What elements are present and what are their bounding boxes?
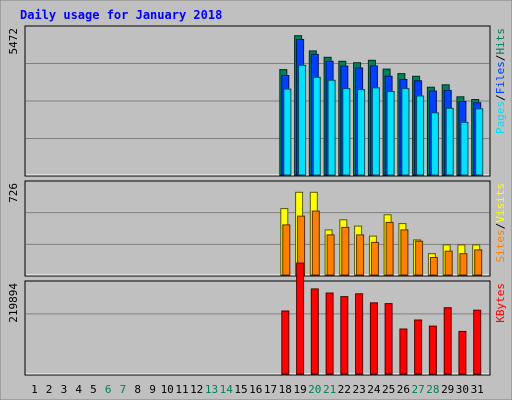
x-tick-label-day-25: 25 <box>382 383 395 396</box>
x-tick-label-day-23: 23 <box>352 383 365 396</box>
x-tick-label-day-12: 12 <box>190 383 203 396</box>
bar-kbytes-day-18 <box>281 310 290 375</box>
bar-sites-day-30 <box>459 253 468 276</box>
legend-separator: / <box>494 55 507 62</box>
x-tick-label-day-31: 31 <box>471 383 484 396</box>
bar-pages-day-31 <box>475 108 484 176</box>
x-tick-label-day-28: 28 <box>426 383 439 396</box>
x-tick-label-day-20: 20 <box>308 383 321 396</box>
chart-title: Daily usage for January 2018 <box>20 8 222 22</box>
legend-visits: Visits <box>494 183 507 223</box>
bar-kbytes-day-21 <box>325 292 334 375</box>
legend-kbytes: KBytes <box>494 283 507 323</box>
x-tick-label-day-1: 1 <box>31 383 38 396</box>
x-tick-label-day-4: 4 <box>75 383 82 396</box>
bar-sites-day-28 <box>429 257 438 276</box>
legend-sites: Sites <box>494 229 507 262</box>
bar-kbytes-day-24 <box>369 302 378 375</box>
legend: Sites/Visits <box>494 183 507 263</box>
bar-sites-day-21 <box>326 234 335 276</box>
x-tick-label-day-26: 26 <box>397 383 410 396</box>
bar-sites-day-24 <box>370 241 379 276</box>
x-tick-label-day-13: 13 <box>205 383 218 396</box>
bar-kbytes-day-23 <box>355 293 364 375</box>
legend-pages: Pages <box>494 101 507 134</box>
bar-sites-day-26 <box>400 229 409 276</box>
x-tick-label-day-24: 24 <box>367 383 381 396</box>
bar-pages-day-23 <box>357 89 366 176</box>
bar-kbytes-day-26 <box>399 328 408 375</box>
legend-separator: / <box>494 94 507 101</box>
bar-kbytes-day-27 <box>414 319 423 375</box>
bar-pages-day-30 <box>460 121 469 176</box>
x-tick-label-day-8: 8 <box>134 383 141 396</box>
x-tick-label-day-15: 15 <box>234 383 247 396</box>
panel-frame <box>24 280 491 376</box>
bar-pages-day-24 <box>371 87 380 176</box>
bar-pages-day-27 <box>416 95 425 176</box>
bar-sites-day-23 <box>356 234 365 276</box>
panel-frame <box>24 180 491 277</box>
x-tick-label-day-21: 21 <box>323 383 336 396</box>
x-tick-label-day-14: 14 <box>220 383 234 396</box>
y-max-label: 5472 <box>7 28 20 55</box>
panel-visits-sites: 726 Sites/Visits <box>7 180 507 277</box>
x-tick-label-day-22: 22 <box>338 383 351 396</box>
y-max-label: 219894 <box>7 283 20 323</box>
bar-pages-day-25 <box>386 91 395 176</box>
x-tick-label-day-2: 2 <box>46 383 53 396</box>
bar-pages-day-26 <box>401 88 410 176</box>
bar-kbytes-day-25 <box>384 303 393 375</box>
x-tick-label-day-9: 9 <box>149 383 156 396</box>
bar-sites-day-29 <box>444 250 453 276</box>
bar-pages-day-18 <box>283 88 292 176</box>
x-tick-label-day-29: 29 <box>441 383 454 396</box>
y-max-label: 726 <box>7 183 20 203</box>
x-tick-label-day-11: 11 <box>175 383 188 396</box>
bar-sites-day-27 <box>415 240 424 276</box>
x-axis-day-labels: 1 2 3 4 5 6 7 8 9 10 11 12 13 14 15 16 17 18 19 20 21 22 23 24 2… <box>31 383 484 396</box>
bar-sites-day-20 <box>311 210 320 276</box>
bar-kbytes-day-29 <box>443 307 452 375</box>
x-tick-label-day-10: 10 <box>161 383 174 396</box>
legend: KBytes <box>494 283 507 323</box>
bar-pages-day-19 <box>298 64 307 176</box>
bar-kbytes-day-22 <box>340 296 349 375</box>
bar-kbytes-day-28 <box>428 325 437 375</box>
legend-separator: / <box>494 223 507 230</box>
x-tick-label-day-3: 3 <box>61 383 68 396</box>
bar-pages-day-29 <box>445 107 454 176</box>
bar-kbytes-day-20 <box>310 288 319 375</box>
x-tick-label-day-19: 19 <box>293 383 306 396</box>
x-tick-label-day-30: 30 <box>456 383 469 396</box>
legend: Pages/Files/Hits <box>494 28 507 134</box>
legend-hits: Hits <box>494 28 507 55</box>
x-tick-label-day-6: 6 <box>105 383 112 396</box>
x-tick-label-day-5: 5 <box>90 383 97 396</box>
bar-pages-day-20 <box>312 76 321 176</box>
legend-files: Files <box>494 61 507 94</box>
bar-pages-day-28 <box>430 112 439 176</box>
x-tick-label-day-7: 7 <box>120 383 127 396</box>
bar-pages-day-21 <box>327 79 336 176</box>
bar-kbytes-day-19 <box>296 262 305 375</box>
bar-kbytes-day-31 <box>473 309 482 375</box>
x-tick-label-day-18: 18 <box>279 383 292 396</box>
bar-pages-day-22 <box>342 88 351 176</box>
bar-sites-day-18 <box>282 224 291 276</box>
x-tick-label-day-16: 16 <box>249 383 262 396</box>
x-tick-label-day-27: 27 <box>411 383 424 396</box>
bar-kbytes-day-30 <box>458 330 467 375</box>
panel-kbytes: 219894 KBytes <box>7 262 507 376</box>
bar-sites-day-31 <box>474 249 483 276</box>
bar-sites-day-22 <box>341 226 350 276</box>
x-tick-label-day-17: 17 <box>264 383 277 396</box>
bar-sites-day-25 <box>385 221 394 276</box>
chart-panels: 5472Pages/Files/Hits726Sites/Visits21989… <box>7 25 507 376</box>
